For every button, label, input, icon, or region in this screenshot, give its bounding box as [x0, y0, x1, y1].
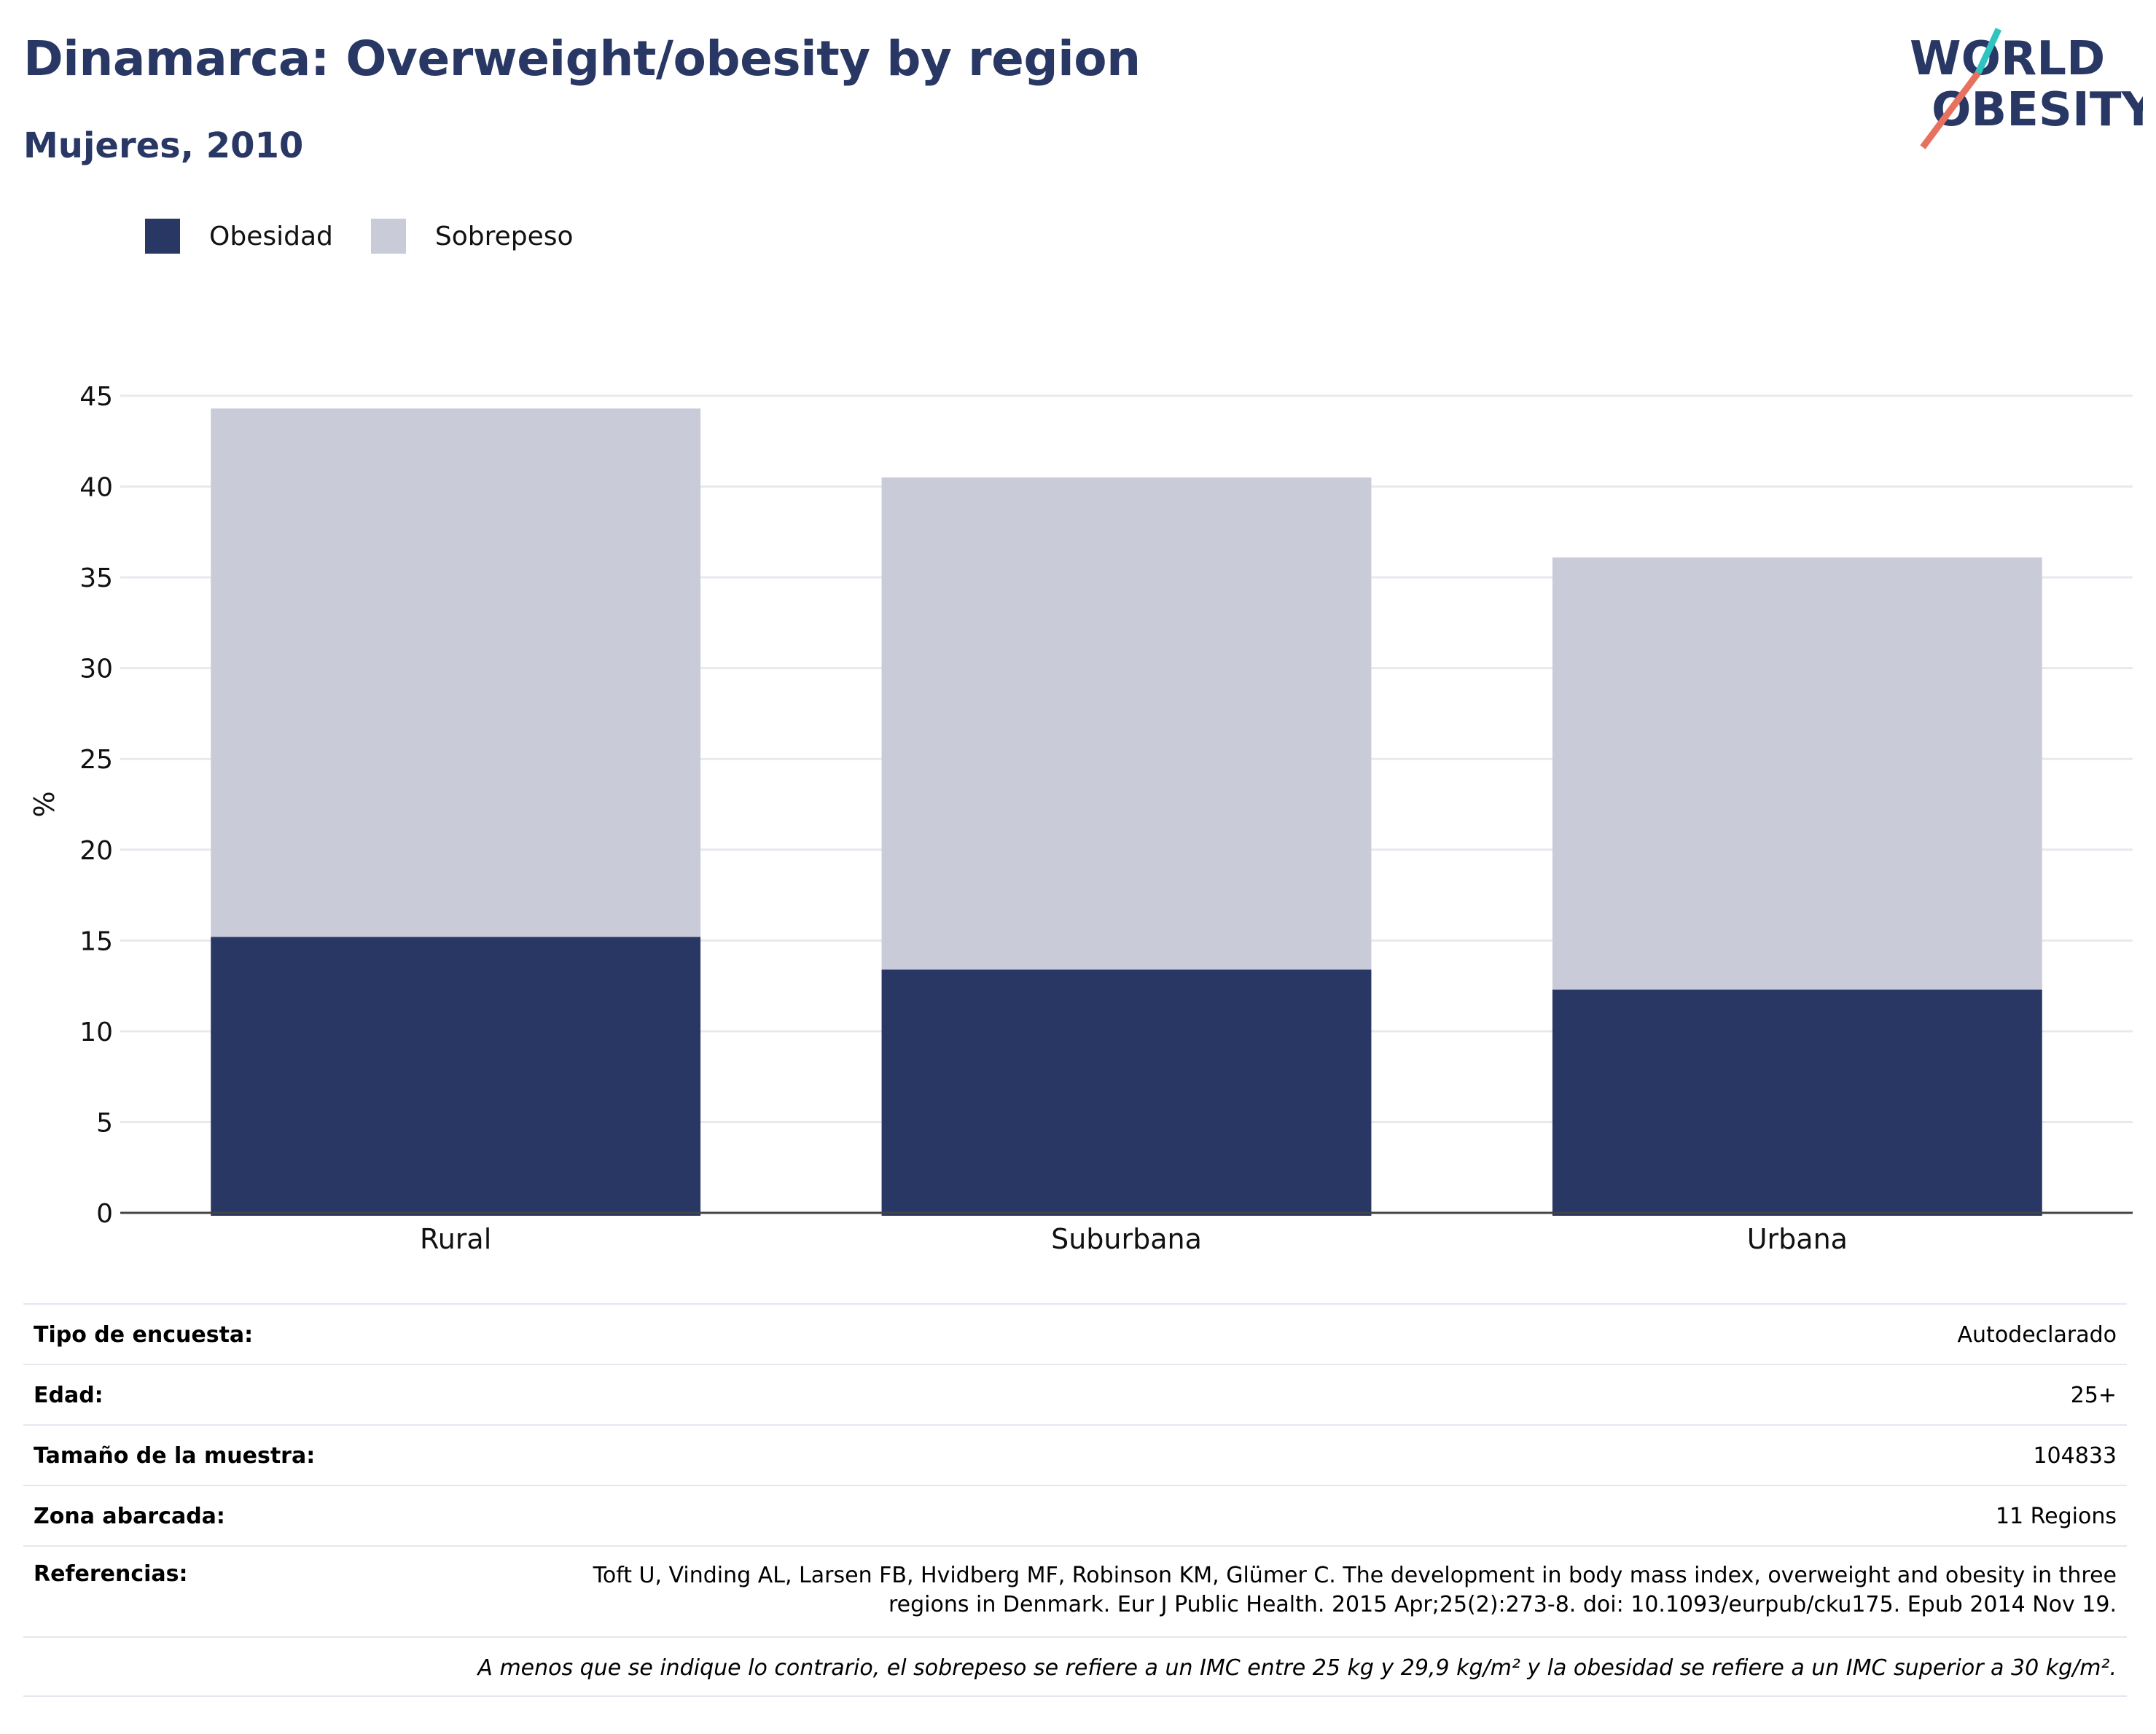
info-row: Tipo de encuesta: Autodeclarado [23, 1303, 2127, 1364]
bar-overweight-rural[interactable] [211, 408, 701, 937]
info-value: Toft U, Vinding AL, Larsen FB, Hvidberg … [593, 1563, 2117, 1617]
y-tick-label: 35 [79, 563, 113, 593]
y-tick-label: 30 [79, 655, 113, 684]
info-label: Edad: [34, 1383, 103, 1408]
y-tick-label: 40 [79, 473, 113, 503]
stacked-bar-chart: 0 5 10 15 20 25 30 35 40 45% Rural Suburbana Urbana [28, 382, 2133, 1255]
chart-subtitle: Mujeres, 2010 [23, 125, 304, 166]
bar-obesity-rural[interactable] [211, 937, 701, 1216]
y-tick-label: 5 [96, 1108, 113, 1138]
info-value: 104833 [2033, 1443, 2117, 1469]
info-value: 11 Regions [1995, 1504, 2117, 1529]
logo-slash-coral [1920, 71, 1981, 149]
info-label: Referencias: [34, 1561, 188, 1587]
chart-legend: Obesidad Sobrepeso [145, 217, 612, 255]
y-axis-title: % [28, 791, 60, 817]
y-tick-label: 15 [79, 926, 113, 956]
info-label: Tamaño de la muestra: [34, 1443, 316, 1469]
chart-title: Dinamarca: Overweight/obesity by region [23, 31, 1141, 87]
legend-item-overweight[interactable]: Sobrepeso [370, 219, 574, 254]
logo-text-world: WORLD [1910, 32, 2105, 86]
bar-obesity-urbana[interactable] [1552, 989, 2042, 1216]
info-value: 25+ [2070, 1383, 2117, 1408]
info-row: Edad: 25+ [23, 1364, 2127, 1424]
y-tick-label: 10 [79, 1018, 113, 1047]
bar-obesity-suburbana[interactable] [881, 969, 1372, 1216]
x-tick-label: Urbana [1747, 1223, 1848, 1255]
bar-overweight-urbana[interactable] [1552, 557, 2042, 990]
footnote: A menos que se indique lo contrario, el … [23, 1636, 2127, 1697]
bar-overweight-suburbana[interactable] [881, 477, 1372, 970]
x-tick-label: Rural [420, 1223, 491, 1255]
legend-label-obesity: Obesidad [209, 221, 333, 251]
y-tick-label: 20 [79, 836, 113, 866]
x-tick-label: Suburbana [1051, 1223, 1202, 1255]
y-tick-label: 25 [79, 745, 113, 775]
legend-swatch-obesity [145, 219, 180, 254]
world-obesity-logo: WORLD OBESITY [1910, 28, 2143, 149]
info-row: Referencias: Toft U, Vinding AL, Larsen F… [23, 1545, 2127, 1636]
logo-slash-teal [1975, 28, 2002, 74]
legend-label-overweight: Sobrepeso [434, 221, 574, 251]
legend-swatch-overweight [370, 219, 406, 254]
info-label: Zona abarcada: [34, 1504, 225, 1529]
legend-item-obesity[interactable]: Obesidad [145, 219, 333, 254]
y-tick-label: 45 [79, 382, 113, 412]
y-tick-label: 0 [96, 1199, 113, 1229]
info-row: Zona abarcada: 11 Regions [23, 1485, 2127, 1545]
info-value: Autodeclarado [1957, 1322, 2117, 1348]
info-row: Tamaño de la muestra: 104833 [23, 1424, 2127, 1485]
info-label: Tipo de encuesta: [34, 1322, 254, 1348]
